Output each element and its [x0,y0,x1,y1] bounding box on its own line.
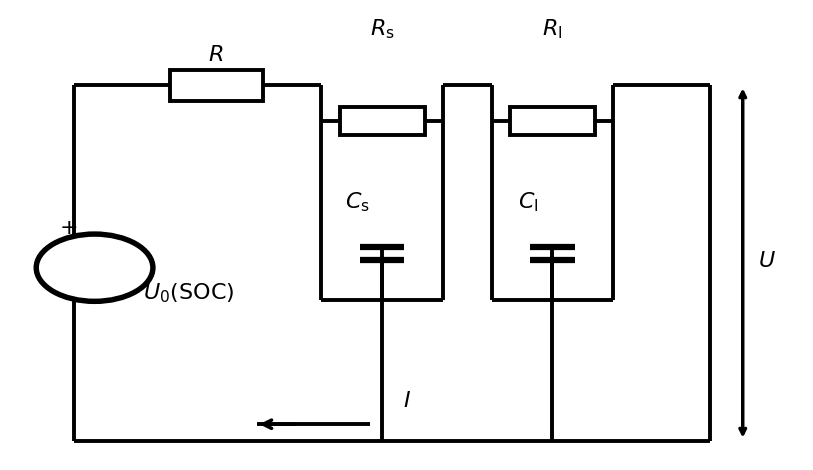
Text: $R_\mathrm{l}$: $R_\mathrm{l}$ [542,17,563,41]
Text: $C_\mathrm{s}$: $C_\mathrm{s}$ [346,190,371,214]
Bar [340,107,424,134]
Circle shape [37,234,153,301]
Text: $R_\mathrm{s}$: $R_\mathrm{s}$ [370,17,394,41]
Text: $U_0\mathrm{(SOC)}$: $U_0\mathrm{(SOC)}$ [143,282,235,305]
Text: $I$: $I$ [402,390,411,412]
Text: $U$: $U$ [758,250,776,272]
Bar [510,107,595,134]
Text: $C_\mathrm{l}$: $C_\mathrm{l}$ [518,190,538,214]
Text: $R$: $R$ [208,44,224,66]
Bar [169,70,263,101]
Text: $+$: $+$ [59,217,77,239]
